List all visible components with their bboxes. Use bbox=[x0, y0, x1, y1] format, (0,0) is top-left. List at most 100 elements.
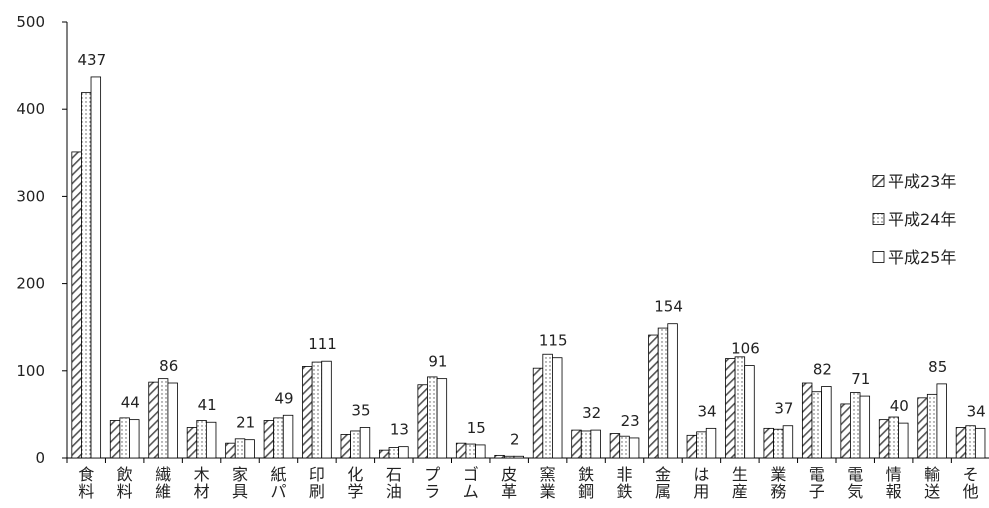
bar-plain bbox=[359, 427, 371, 459]
x-tick-label: 業 bbox=[540, 482, 556, 501]
bar-dotted bbox=[657, 327, 669, 459]
x-tick-label: 業 bbox=[770, 465, 786, 484]
bar-hatched bbox=[725, 358, 736, 459]
data-label: 91 bbox=[428, 353, 447, 371]
x-tick-label: 電 bbox=[809, 465, 825, 484]
data-label: 2 bbox=[510, 430, 520, 448]
x-tick-label: 気 bbox=[847, 482, 863, 501]
bar-hatched bbox=[225, 442, 236, 459]
data-label: 32 bbox=[582, 404, 601, 422]
bar-hatched bbox=[917, 397, 928, 459]
bar-plain bbox=[90, 76, 102, 459]
y-tick-label: 400 bbox=[16, 100, 45, 118]
legend-swatch-hatched bbox=[872, 175, 885, 187]
x-tick-label: 他 bbox=[963, 482, 979, 501]
y-tick-label: 500 bbox=[16, 13, 45, 31]
bar-plain bbox=[628, 437, 640, 459]
x-tick-label: 子 bbox=[809, 482, 825, 501]
bar-hatched bbox=[263, 420, 275, 459]
bar-plain bbox=[513, 455, 524, 459]
y-tick-label: 100 bbox=[16, 362, 45, 380]
x-tick-label: 属 bbox=[655, 482, 671, 501]
bar-hatched bbox=[763, 427, 774, 459]
x-tick-label: 維 bbox=[155, 482, 171, 501]
data-label: 49 bbox=[275, 389, 294, 407]
data-label: 154 bbox=[654, 298, 683, 316]
bar-dotted bbox=[388, 447, 400, 459]
legend-swatch-plain bbox=[872, 251, 885, 263]
y-tick-label: 200 bbox=[16, 275, 45, 293]
bar-dotted bbox=[619, 435, 630, 459]
bar-dotted bbox=[273, 417, 284, 459]
bar-plain bbox=[705, 427, 717, 459]
x-axis: 食料飲料繊維木材家具紙パ印刷化学石油プラゴム皮革窯業鉄鋼非鉄金属は用生産業務電子… bbox=[66, 457, 989, 501]
bar-hatched bbox=[417, 384, 428, 459]
bar-dotted bbox=[196, 420, 207, 459]
legend-swatch-dotted bbox=[872, 213, 885, 225]
bar-hatched bbox=[571, 429, 582, 459]
bar-hatched bbox=[648, 334, 659, 459]
bar-plain bbox=[398, 446, 409, 459]
bar-hatched bbox=[302, 366, 313, 459]
bar-dotted bbox=[311, 361, 323, 459]
x-tick-label: は bbox=[693, 465, 709, 484]
data-label: 44 bbox=[121, 394, 140, 412]
data-label: 71 bbox=[851, 370, 870, 388]
bar-plain bbox=[167, 382, 178, 459]
bar-plain bbox=[552, 357, 563, 459]
x-tick-label: 電 bbox=[847, 465, 863, 484]
x-tick-label: 送 bbox=[924, 482, 940, 501]
x-tick-label: 非 bbox=[617, 465, 633, 484]
x-tick-label: 家 bbox=[232, 465, 248, 484]
x-tick-label: 具 bbox=[232, 482, 248, 501]
bar-hatched bbox=[186, 427, 198, 459]
bar-dotted bbox=[734, 356, 746, 459]
bar-dotted bbox=[850, 392, 861, 459]
bar-dotted bbox=[157, 378, 169, 459]
data-labels: 437 44 86 41 21 49 111 35 13 91 15 2 115 32 23 154 34 106… bbox=[78, 51, 986, 448]
bar-dotted bbox=[773, 428, 784, 459]
data-label: 437 bbox=[78, 51, 107, 69]
x-tick-label: 石 bbox=[386, 465, 402, 484]
data-label: 13 bbox=[390, 421, 409, 439]
bar-dotted bbox=[503, 455, 515, 459]
x-tick-label: 料 bbox=[78, 482, 94, 501]
data-label: 15 bbox=[467, 419, 486, 437]
bar-hatched bbox=[109, 420, 121, 459]
x-tick-label: 金 bbox=[655, 465, 671, 484]
bar-hatched bbox=[878, 419, 890, 459]
data-label: 41 bbox=[198, 396, 217, 414]
x-tick-label: 産 bbox=[732, 482, 748, 501]
legend-label: 平成23年 bbox=[888, 172, 956, 191]
data-label: 85 bbox=[928, 358, 947, 376]
x-tick-label: 鋼 bbox=[578, 482, 594, 501]
bar-dotted bbox=[811, 391, 822, 459]
bar-dotted bbox=[427, 376, 438, 459]
bar-dotted bbox=[350, 430, 361, 459]
x-tick-label: 情 bbox=[886, 465, 902, 484]
bar-plain bbox=[321, 360, 332, 459]
data-label: 106 bbox=[731, 340, 760, 358]
data-label: 82 bbox=[813, 360, 832, 378]
bar-plain bbox=[436, 378, 448, 459]
x-tick-label: 生 bbox=[732, 465, 748, 484]
bar-plain bbox=[244, 439, 255, 459]
x-tick-label: 紙 bbox=[270, 465, 286, 484]
bar-plain bbox=[744, 365, 755, 459]
bar-plain bbox=[898, 422, 909, 459]
bar-hatched bbox=[494, 454, 505, 459]
bar-dotted bbox=[888, 416, 899, 459]
bar-hatched bbox=[379, 449, 390, 459]
x-tick-label: 食 bbox=[78, 465, 94, 484]
bar-plain bbox=[475, 444, 486, 459]
data-label: 86 bbox=[159, 357, 178, 375]
x-tick-label: 印 bbox=[309, 465, 325, 484]
bar-plain bbox=[936, 383, 947, 459]
bar-dotted bbox=[542, 353, 553, 459]
bar-plain bbox=[590, 429, 601, 459]
bar-plain bbox=[821, 386, 832, 459]
x-tick-label: そ bbox=[963, 465, 979, 484]
bar-plain bbox=[129, 419, 140, 459]
data-label: 37 bbox=[774, 400, 793, 418]
